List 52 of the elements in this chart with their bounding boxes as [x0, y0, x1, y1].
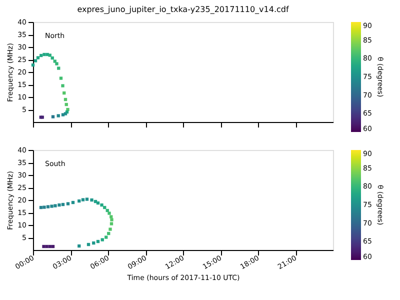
point — [50, 204, 54, 208]
point — [45, 244, 48, 248]
point — [110, 218, 114, 222]
point — [61, 202, 65, 206]
point — [50, 56, 54, 60]
point — [54, 204, 57, 208]
point — [64, 98, 68, 102]
point — [108, 228, 112, 231]
point — [62, 91, 66, 95]
point — [104, 236, 108, 239]
point — [48, 54, 52, 57]
point — [90, 198, 94, 202]
point — [61, 113, 65, 116]
point — [78, 199, 81, 203]
point — [71, 200, 75, 204]
point — [57, 66, 60, 70]
point — [42, 244, 46, 248]
point — [53, 60, 56, 63]
point — [66, 202, 70, 206]
point — [64, 102, 68, 106]
point — [92, 241, 96, 245]
point — [51, 244, 55, 248]
point — [56, 114, 60, 118]
point — [110, 222, 114, 226]
point — [55, 62, 58, 66]
point — [108, 212, 111, 215]
point — [78, 244, 81, 248]
point — [103, 206, 106, 210]
point — [58, 203, 61, 207]
point — [100, 238, 104, 242]
point — [96, 201, 100, 205]
point — [66, 108, 70, 112]
point — [110, 215, 113, 218]
point — [96, 240, 100, 244]
point — [59, 76, 63, 80]
point — [107, 232, 110, 236]
point — [40, 54, 43, 58]
point — [34, 59, 38, 62]
chart-title: expres_juno_jupiter_io_txka-y235_20171110_v14.cdf — [77, 5, 289, 14]
point — [46, 205, 50, 208]
point — [39, 206, 43, 210]
point — [100, 203, 104, 207]
point — [81, 198, 85, 202]
point — [48, 244, 52, 248]
point — [61, 84, 64, 88]
point — [36, 56, 40, 60]
point — [86, 242, 90, 246]
point — [42, 52, 46, 56]
point — [42, 206, 46, 209]
point — [51, 115, 55, 118]
point — [85, 198, 89, 201]
point — [31, 63, 35, 67]
